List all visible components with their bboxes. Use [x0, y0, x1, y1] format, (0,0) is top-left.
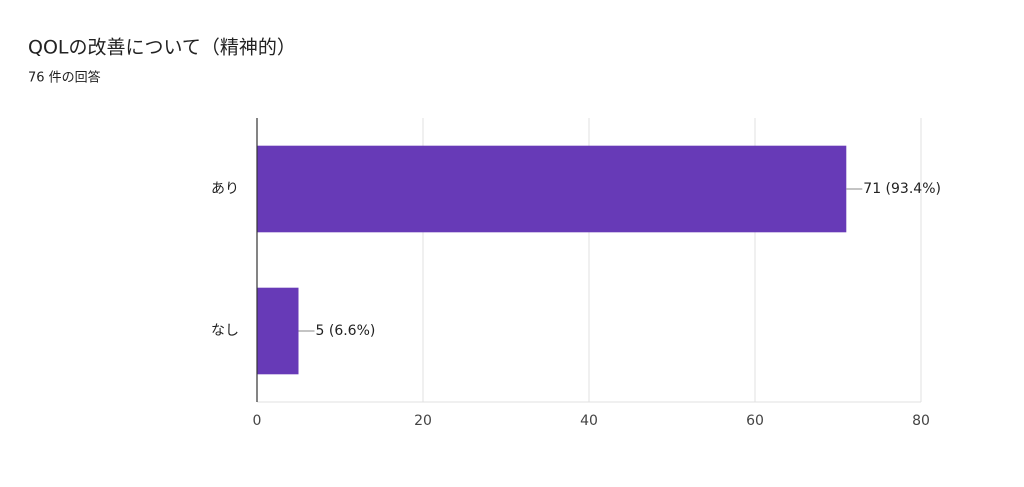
x-tick-label: 20 [414, 413, 432, 429]
x-tick-label: 40 [580, 413, 598, 429]
x-tick-label: 0 [253, 413, 262, 429]
y-tick-label: なし [211, 323, 239, 339]
x-tick-label: 80 [912, 413, 930, 429]
bar [257, 145, 847, 233]
bar [257, 287, 299, 375]
data-label: 71 (93.4%) [863, 181, 941, 197]
chart-subtitle: 76 件の回答 [28, 70, 101, 86]
y-tick-label: あり [211, 181, 239, 197]
data-label: 5 (6.6%) [316, 323, 376, 339]
chart-title: QOLの改善について（精神的） [28, 37, 296, 59]
x-tick-label: 60 [746, 413, 764, 429]
